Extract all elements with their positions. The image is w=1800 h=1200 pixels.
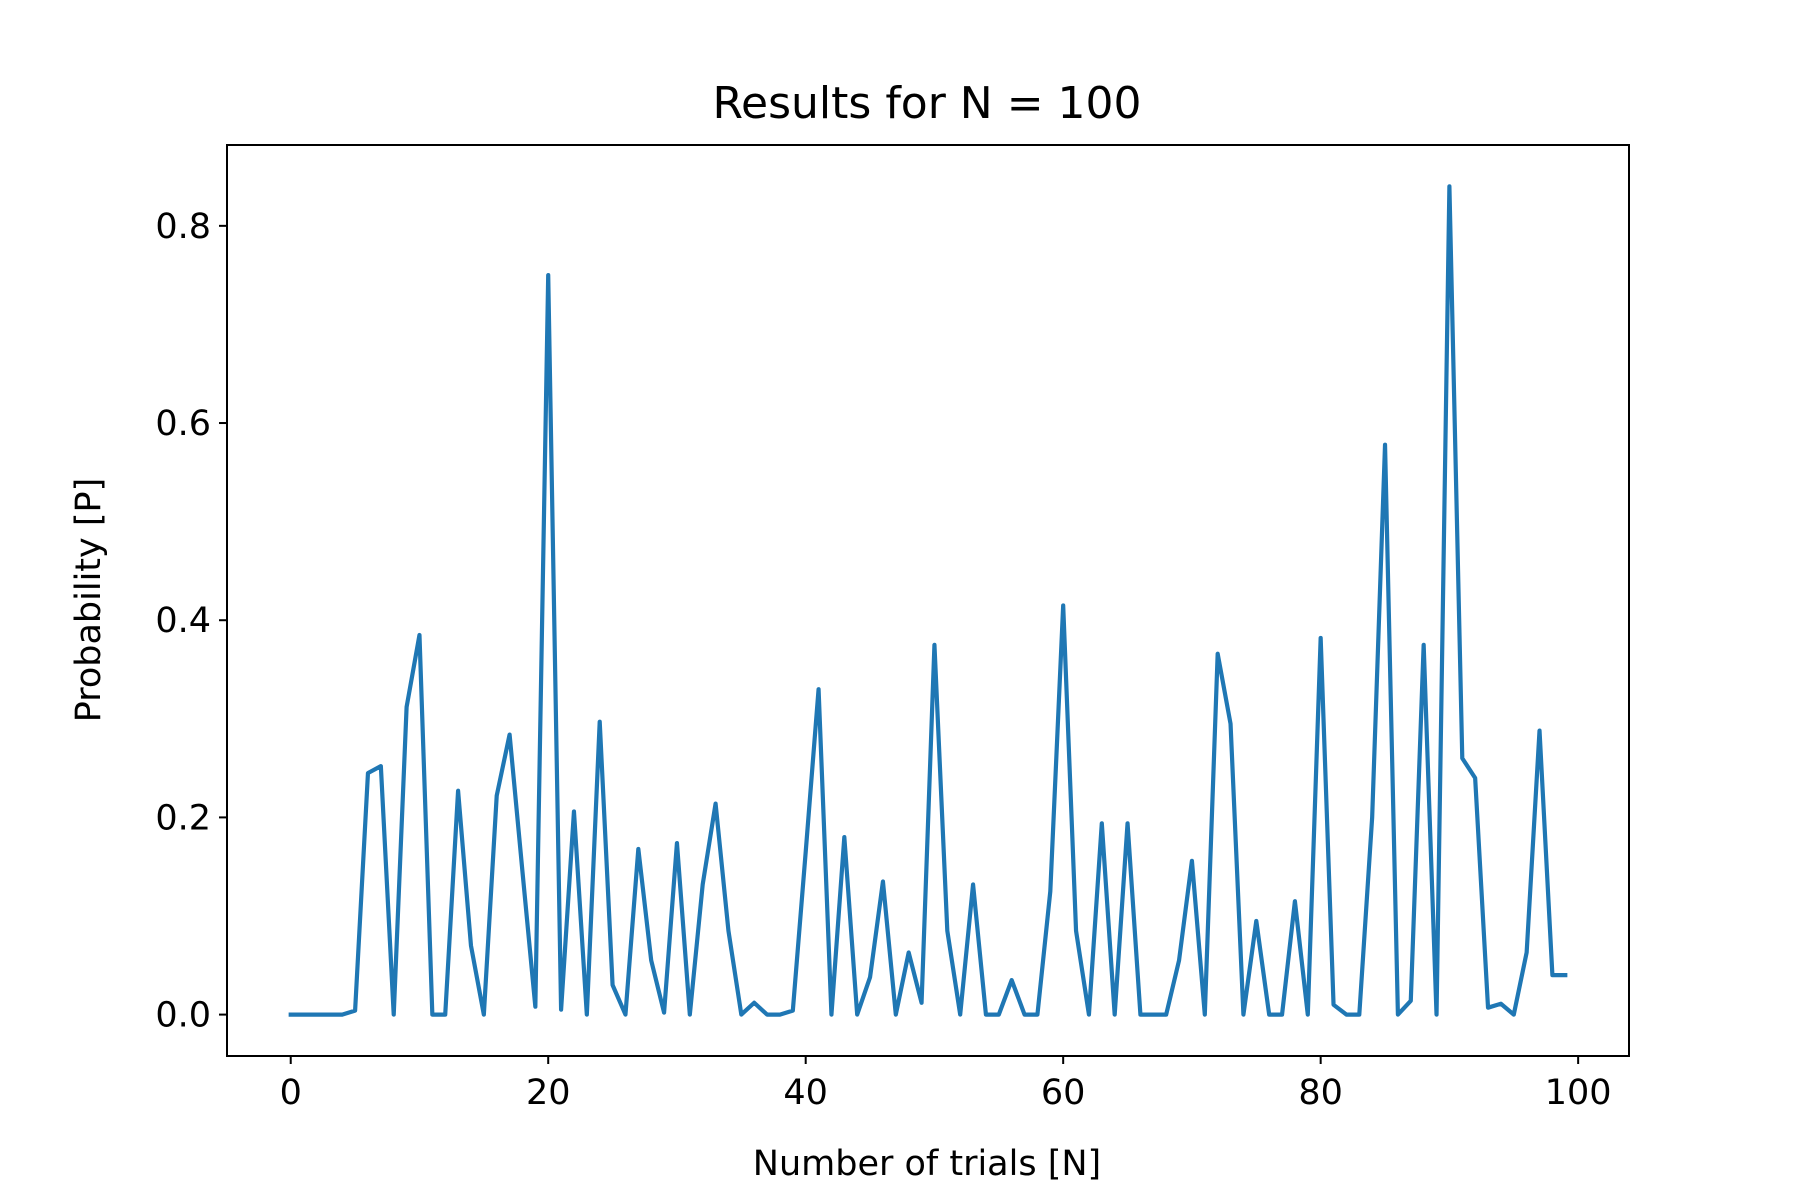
y-tick-label: 0.4 [155, 601, 211, 641]
x-tick-label: 0 [280, 1073, 302, 1113]
chart-title: Results for N = 100 [712, 78, 1141, 129]
plot-frame [226, 144, 1630, 1057]
x-axis: 0 20 40 60 80 100 [280, 1056, 1612, 1113]
x-tick-label: 80 [1298, 1073, 1343, 1113]
x-tick-label: 40 [783, 1073, 828, 1113]
x-tick-label: 60 [1041, 1073, 1086, 1113]
series-line [288, 184, 1568, 1017]
y-axis-label: Probability [P] [69, 478, 109, 723]
y-tick-label: 0.6 [155, 404, 211, 444]
x-tick-label: 100 [1545, 1073, 1612, 1113]
y-tick-label: 0.8 [155, 207, 211, 247]
y-tick-label: 0.0 [155, 996, 211, 1036]
y-tick-label: 0.2 [155, 798, 211, 838]
x-tick-label: 20 [526, 1073, 571, 1113]
x-axis-label: Number of trials [N] [753, 1144, 1101, 1184]
plot-area [227, 145, 1629, 1056]
y-axis: 0.0 0.2 0.4 0.6 0.8 [155, 207, 227, 1036]
